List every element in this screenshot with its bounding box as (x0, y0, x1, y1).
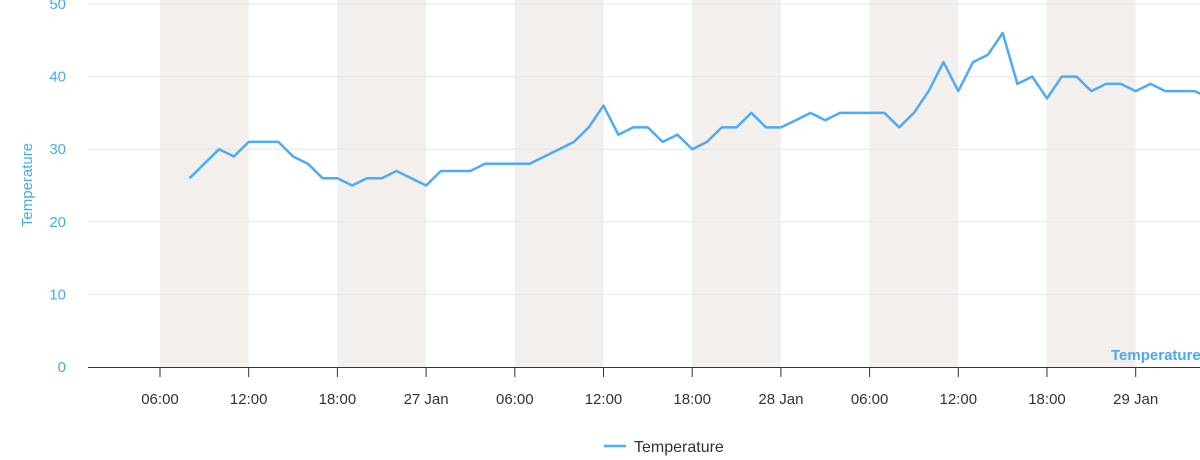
y-tick-label: 20 (49, 214, 66, 231)
y-axis-title: Temperature (19, 143, 36, 227)
x-tick-label: 12:00 (230, 391, 268, 408)
plot-band (1047, 0, 1136, 367)
plot-band (160, 0, 249, 367)
series-label: Temperature (1111, 347, 1200, 364)
y-tick-label: 40 (49, 69, 66, 86)
plot-band (514, 0, 604, 367)
x-tick-label: 06:00 (141, 391, 179, 408)
y-tick-label: 30 (49, 141, 66, 158)
x-tick-label: 18:00 (319, 391, 357, 408)
x-tick-label: 27 Jan (404, 391, 449, 408)
plot-band (869, 0, 959, 367)
x-tick-label: 12:00 (585, 391, 623, 408)
x-tick-label: 06:00 (496, 391, 534, 408)
legend-item-temperature[interactable]: Temperature (604, 439, 724, 456)
x-tick-label: 18:00 (1028, 391, 1066, 408)
plot-band (692, 0, 781, 367)
y-tick-label: 10 (49, 286, 66, 303)
x-tick-label: 18:00 (673, 391, 711, 408)
y-tick-label: 50 (49, 0, 66, 13)
x-tick-label: 29 Jan (1113, 391, 1158, 408)
y-tick-label: 0 (58, 359, 66, 376)
x-tick-label: 12:00 (940, 391, 978, 408)
legend-label: Temperature (634, 439, 724, 456)
x-tick-label: 06:00 (851, 391, 889, 408)
x-tick-label: 28 Jan (758, 391, 803, 408)
series-line-temperature[interactable] (188, 31, 1200, 187)
plot-band (337, 0, 427, 367)
